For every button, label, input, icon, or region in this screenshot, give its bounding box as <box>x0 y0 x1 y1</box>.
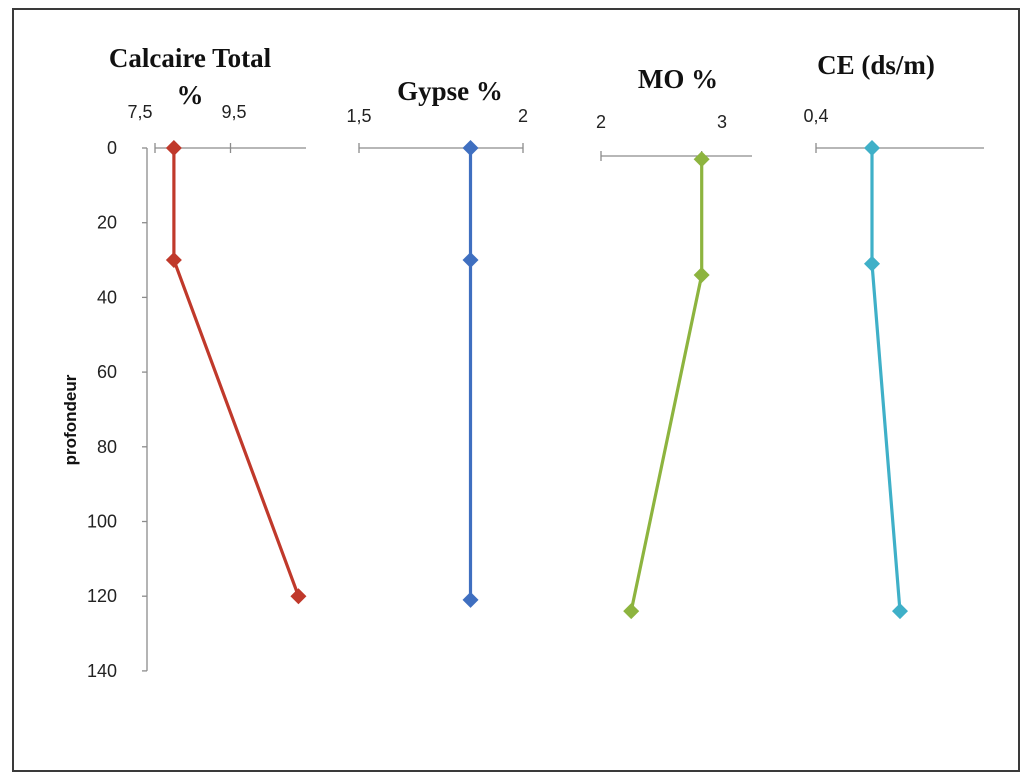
chart-marks: 0 20 40 60 80 100 120 140 7,5 9,5 1,5 2 2 3 0,4 <box>87 102 984 681</box>
data-point-calcaire <box>290 588 307 605</box>
data-point-gypse <box>462 591 479 608</box>
series-line-ce <box>870 148 902 612</box>
x-tick-label-gypse: 1,5 <box>346 106 371 126</box>
series-line-calcaire <box>172 148 301 597</box>
x-tick-label-mo: 3 <box>717 112 727 132</box>
panel-title-gypse: Gypse % <box>397 76 503 106</box>
y-tick-label: 140 <box>87 661 117 681</box>
y-axis-label: profondeur <box>61 374 80 465</box>
y-tick-label: 60 <box>97 362 117 382</box>
x-tick-label-calcaire: 7,5 <box>127 102 152 122</box>
data-point-mo <box>693 266 710 283</box>
panel-title-calcaire-line1: Calcaire Total <box>109 43 272 73</box>
x-tick-label-gypse: 2 <box>518 106 528 126</box>
data-point-calcaire <box>165 252 182 269</box>
y-tick-label: 40 <box>97 287 117 307</box>
x-tick-label-ce: 0,4 <box>803 106 828 126</box>
y-tick-label: 120 <box>87 586 117 606</box>
data-point-ce <box>892 603 908 620</box>
data-point-gypse <box>462 140 479 156</box>
series-line-mo <box>629 159 704 612</box>
data-point-calcaire <box>165 140 182 156</box>
data-point-ce <box>864 255 880 272</box>
y-tick-label: 0 <box>107 138 117 158</box>
data-point-mo <box>623 603 640 620</box>
data-point-ce <box>864 140 880 156</box>
data-point-gypse <box>462 252 479 269</box>
x-tick-label-mo: 2 <box>596 112 606 132</box>
y-tick-label: 80 <box>97 437 117 457</box>
x-tick-label-calcaire: 9,5 <box>221 102 246 122</box>
chart-frame <box>12 8 1020 772</box>
y-tick-label: 100 <box>87 512 117 532</box>
panel-title-mo: MO % <box>638 64 718 94</box>
y-tick-label: 20 <box>97 213 117 233</box>
panel-title-calcaire-line2: % <box>177 80 204 110</box>
data-point-mo <box>693 151 710 168</box>
panel-title-ce: CE (ds/m) <box>817 50 935 80</box>
